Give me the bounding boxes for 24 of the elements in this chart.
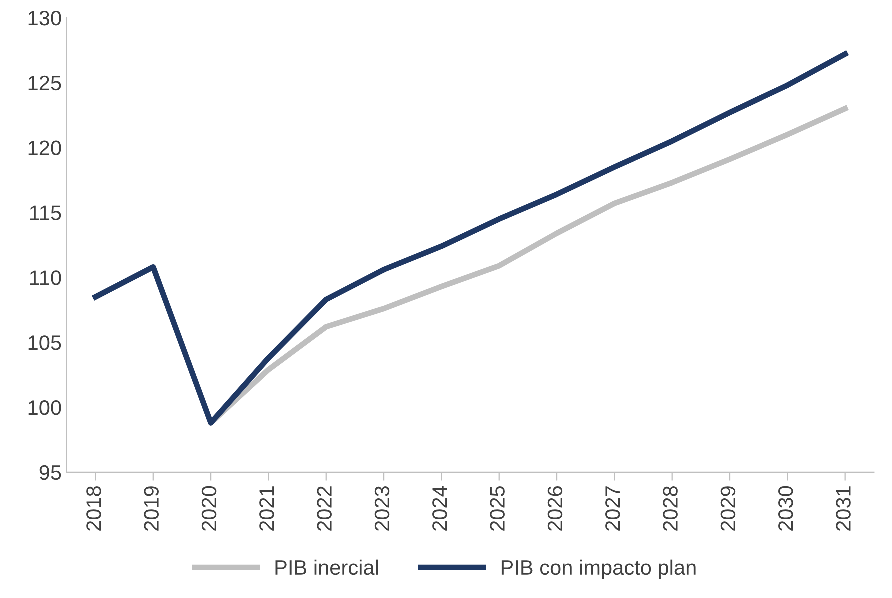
x-tick-label: 2031 bbox=[836, 486, 851, 531]
x-tick-label: 2025 bbox=[490, 486, 505, 531]
legend-label: PIB con impacto plan bbox=[502, 560, 696, 580]
x-tick-label: 2023 bbox=[374, 486, 390, 531]
x-tick-label: 2019 bbox=[144, 486, 159, 531]
x-tick-label: 2024 bbox=[432, 486, 448, 531]
x-tick-label: 2028 bbox=[663, 486, 678, 531]
y-tick-label: 125 bbox=[28, 76, 62, 91]
y-tick-label: 110 bbox=[30, 270, 62, 286]
x-tick-label: 2018 bbox=[86, 486, 102, 531]
x-tick-label: 2026 bbox=[548, 486, 563, 531]
x-tick-label: 2022 bbox=[317, 486, 332, 531]
y-tick-label: 130 bbox=[28, 10, 62, 26]
y-tick-label: 95 bbox=[40, 465, 62, 480]
x-tick-label: 2020 bbox=[202, 486, 217, 531]
y-tick-label: 105 bbox=[28, 336, 62, 350]
legend-label: PIB inercial bbox=[276, 560, 378, 576]
x-tick-label: 2027 bbox=[606, 486, 620, 531]
x-tick-label: 2021 bbox=[260, 486, 274, 531]
x-tick-label: 2029 bbox=[720, 486, 736, 531]
y-tick-label: 100 bbox=[28, 400, 62, 416]
x-tick-label: 2030 bbox=[778, 486, 794, 531]
y-tick-label: 120 bbox=[28, 140, 62, 156]
y-tick-label: 115 bbox=[30, 206, 62, 220]
